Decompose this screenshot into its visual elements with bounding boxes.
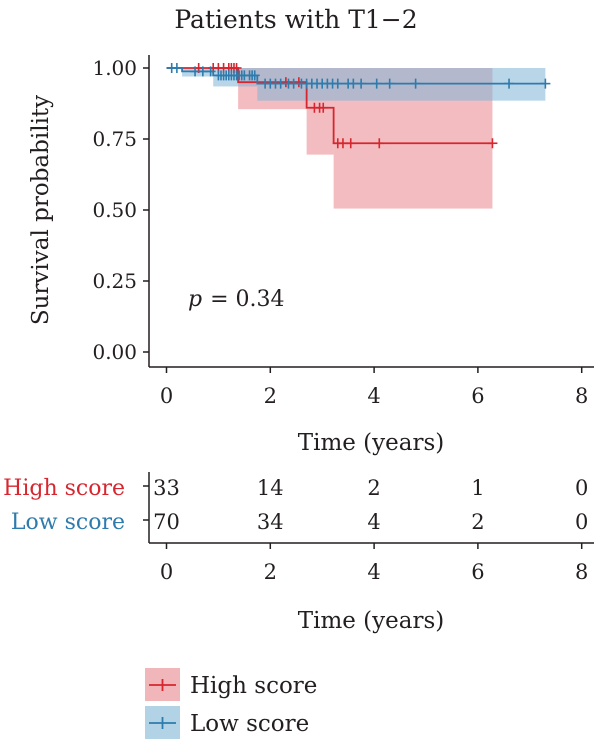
high-score-censor-mark — [345, 138, 356, 149]
legend-label: Low score — [190, 711, 309, 737]
high-score-censor-mark — [487, 138, 498, 149]
chart-title: Patients with T1−2 — [174, 5, 417, 34]
high-score-survival-curve — [166, 67, 493, 145]
low-score-risk-count: 34 — [257, 510, 284, 534]
low-score-censor-mark — [171, 63, 182, 73]
low-score-censor-mark — [384, 78, 395, 89]
risk-x-tick-label: 8 — [575, 560, 588, 584]
high-score-risk-count: 1 — [471, 476, 484, 500]
low-score-risk-count: 4 — [367, 510, 380, 534]
p-value: = 0.34 — [210, 287, 284, 312]
x-tick-label: 4 — [367, 384, 380, 408]
x-tick-label: 6 — [471, 384, 484, 408]
low-score-censor-mark — [504, 78, 515, 89]
low-score-censor-mark — [371, 78, 382, 89]
y-tick-label: 0.25 — [92, 269, 137, 293]
low-score-censor-mark — [205, 66, 216, 77]
y-tick-label: 1.00 — [92, 56, 137, 80]
x-tick-label: 2 — [264, 384, 277, 408]
low-score-censor-mark — [249, 70, 260, 81]
high-score-risk-count: 0 — [575, 476, 588, 500]
high-score-risk-count: 14 — [257, 476, 284, 500]
legend-item-low-score: Low score — [145, 706, 309, 739]
risk-x-tick-label: 4 — [367, 560, 380, 584]
high-score-risk-label: High score — [3, 476, 125, 501]
risk-x-tick-label: 6 — [471, 560, 484, 584]
risk-x-axis-label: Time (years) — [298, 608, 445, 634]
x-axis-label: Time (years) — [298, 430, 445, 456]
x-tick-label: 0 — [160, 384, 173, 408]
plot-area: 0.00 0.25 0.50 0.75 1.00 0 2 4 6 8 — [92, 55, 594, 408]
low-score-ci-band — [213, 68, 258, 87]
legend-item-high-score: High score — [145, 668, 317, 701]
y-tick-label: 0.75 — [92, 127, 137, 151]
p-symbol: p — [188, 287, 202, 312]
y-axis-label: Survival probability — [28, 95, 54, 325]
y-tick-label: 0.00 — [92, 340, 137, 364]
high-score-risk-count: 33 — [153, 476, 180, 500]
low-score-censor-mark — [356, 78, 367, 89]
risk-table: High score 33 14 2 1 0 Low score 70 34 4 2 0 0 2 4 6 8 — [3, 472, 594, 584]
low-score-risk-count: 2 — [471, 510, 484, 534]
risk-x-tick-label: 0 — [160, 560, 173, 584]
high-score-censor-mark — [318, 102, 329, 113]
low-score-risk-label: Low score — [11, 510, 125, 535]
low-score-risk-count: 70 — [153, 510, 180, 534]
low-score-censor-mark — [410, 78, 421, 89]
risk-x-tick-label: 2 — [264, 560, 277, 584]
x-tick-label: 8 — [575, 384, 588, 408]
high-score-censor-mark — [374, 138, 385, 149]
low-score-censor-mark — [540, 78, 551, 89]
p-value-label: p = 0.34 — [188, 287, 285, 312]
legend: High score Low score — [145, 668, 317, 739]
low-score-censor-mark — [332, 78, 343, 89]
low-score-risk-count: 0 — [575, 510, 588, 534]
low-score-survival-curve — [166, 67, 546, 85]
high-score-risk-count: 2 — [367, 476, 380, 500]
legend-label: High score — [190, 673, 317, 699]
y-tick-label: 0.50 — [92, 198, 137, 222]
